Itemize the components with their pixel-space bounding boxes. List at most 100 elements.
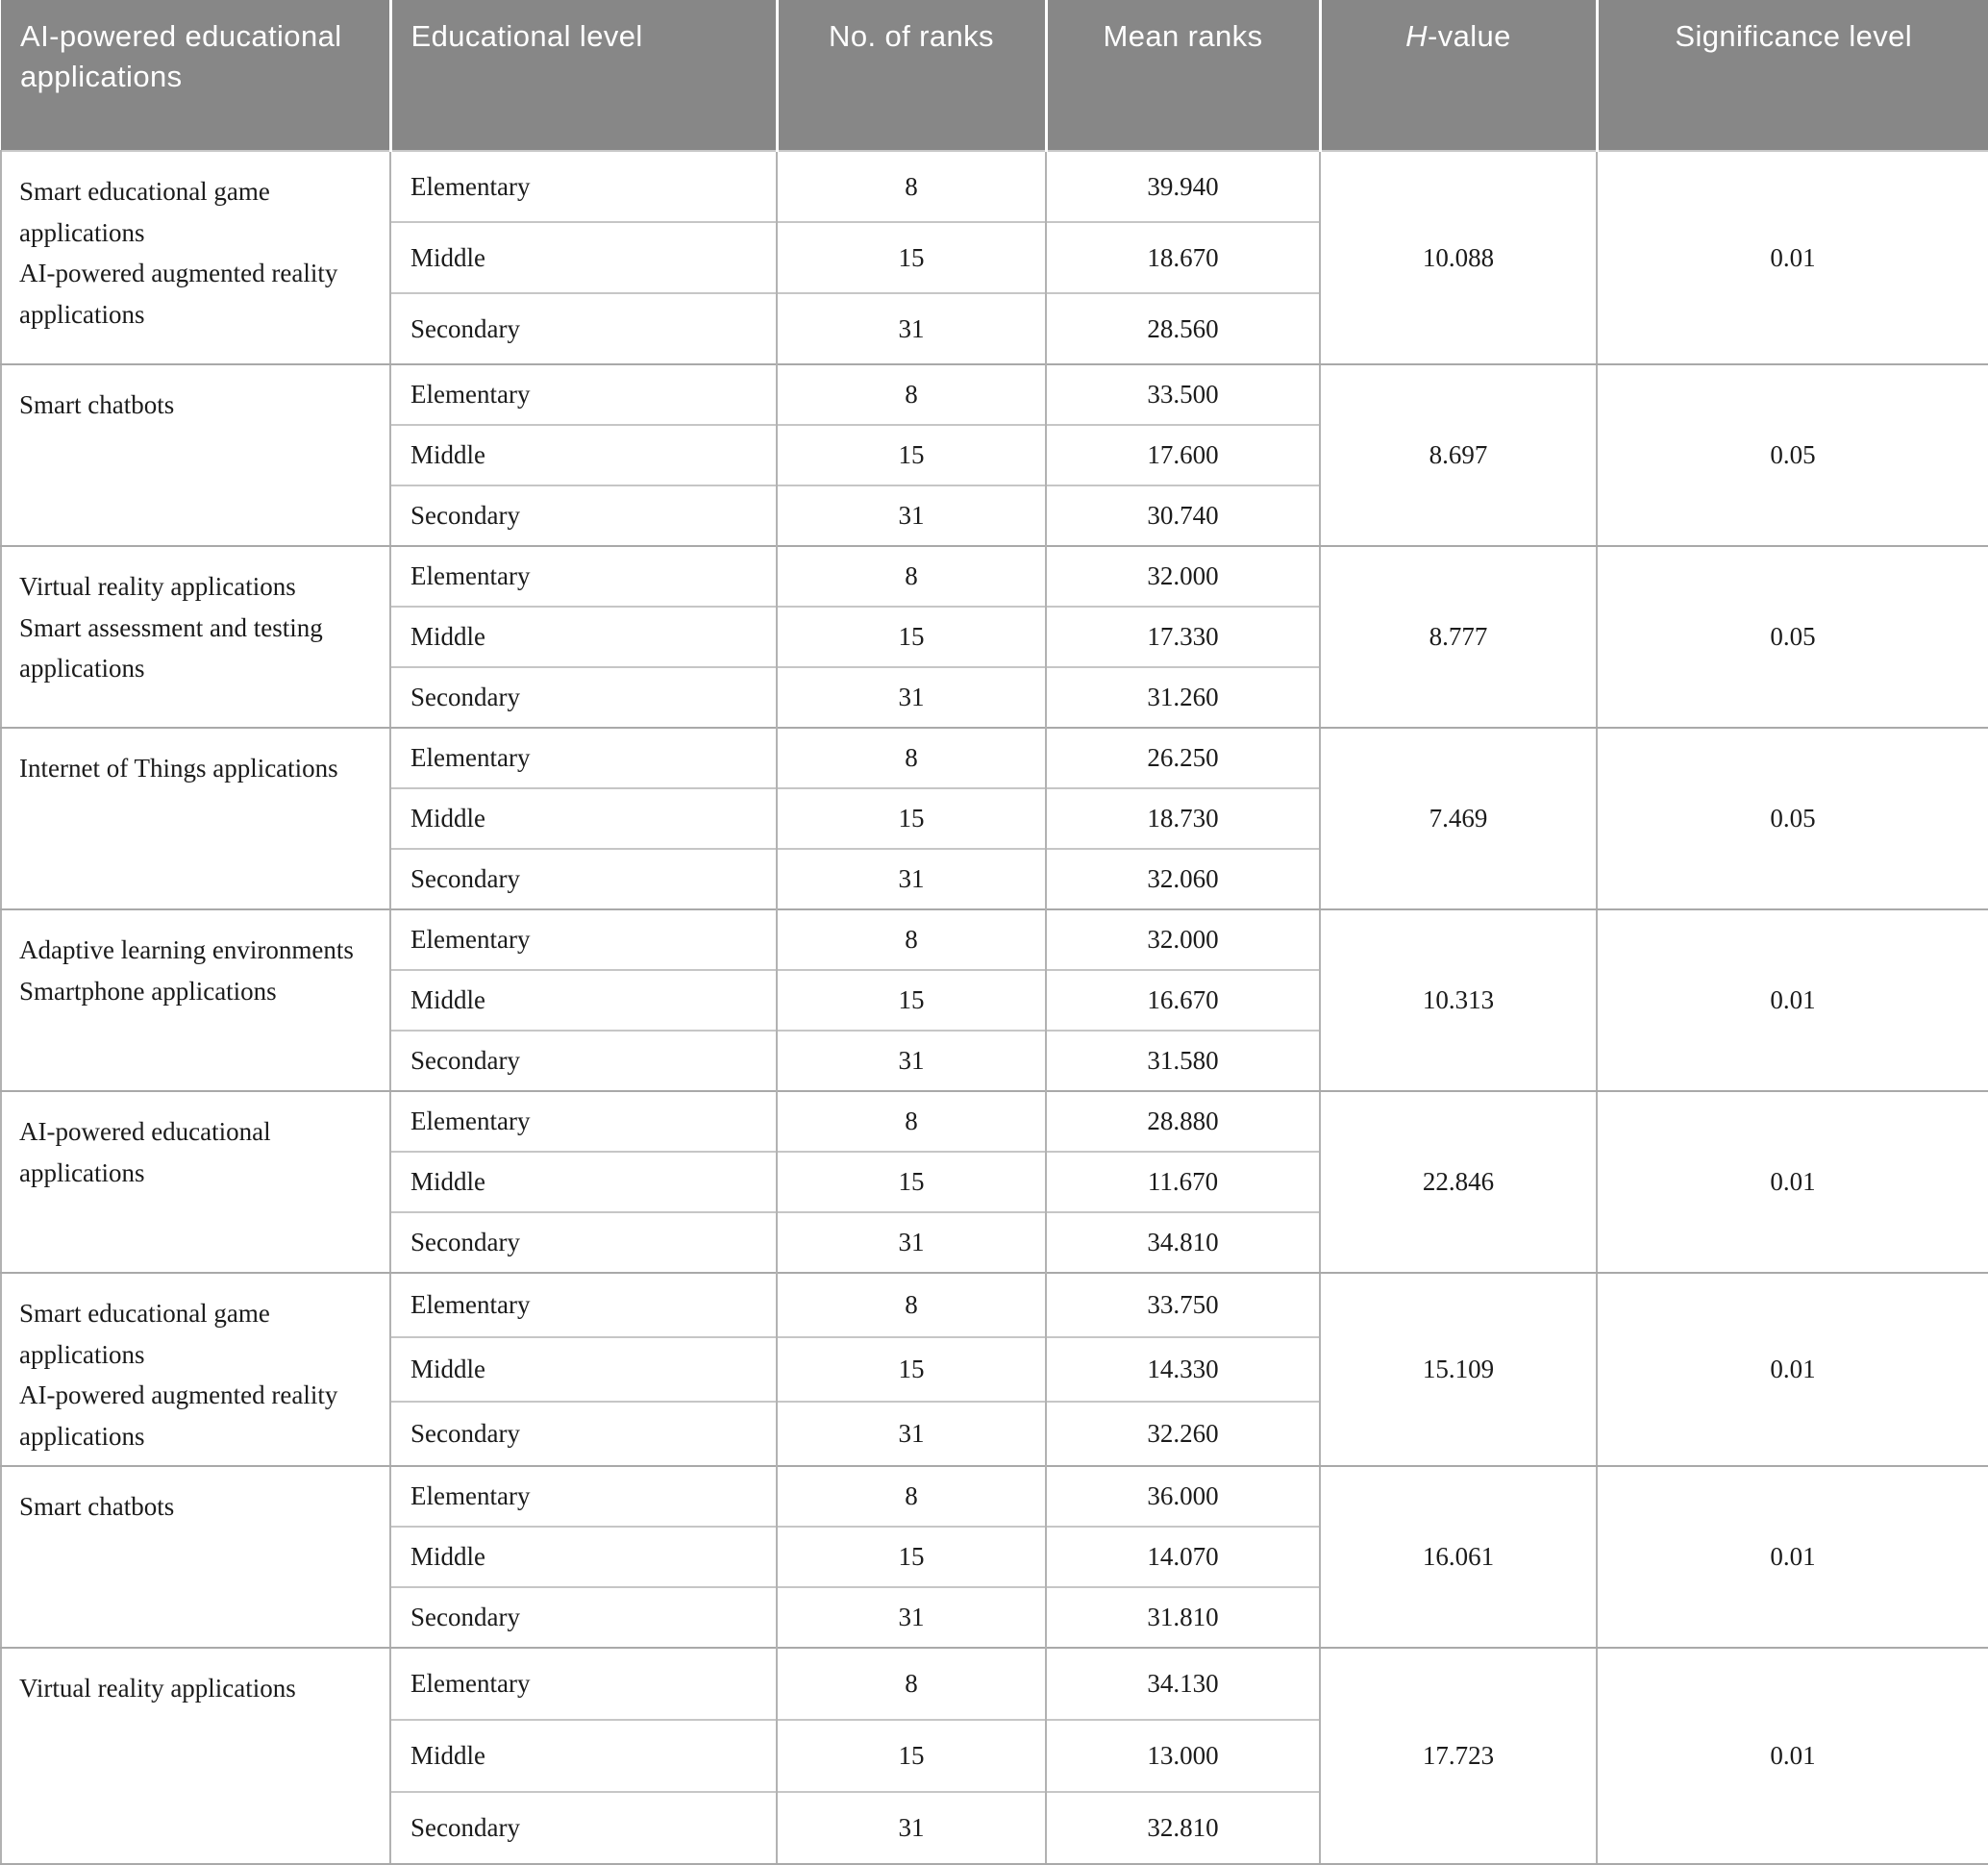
level-cell: Secondary — [389, 292, 777, 364]
table-row: Middle 15 18.670 — [1, 221, 1988, 293]
mean-cell: 30.740 — [1045, 485, 1320, 546]
level-cell: Middle — [389, 787, 777, 849]
app-item: AI-powered augmented reality application… — [19, 1380, 338, 1451]
group-4: Internet of Things applications Elementa… — [0, 727, 1988, 910]
table-row: Secondary 31 31.260 — [1, 666, 1988, 728]
mean-cell: 33.750 — [1045, 1272, 1320, 1337]
ranks-cell: 15 — [776, 969, 1046, 1031]
table-row: Smart educational game applications AI-p… — [0, 150, 1988, 365]
header-ranks-column: No. of ranks — [775, 0, 1046, 151]
mean-cell: 28.560 — [1045, 292, 1320, 364]
h-value-cell: 10.313 — [1319, 908, 1597, 1092]
h-italic: H — [1405, 19, 1428, 53]
level-cell: Secondary — [389, 485, 777, 546]
level-cell: Middle — [389, 1718, 777, 1792]
h-value-cell: 10.088 — [1319, 150, 1597, 365]
table-row: Virtual reality applications Smart asses… — [0, 545, 1988, 729]
mean-cell: 17.600 — [1045, 424, 1320, 485]
mean-cell: 31.580 — [1045, 1030, 1320, 1091]
app-item: Internet of Things applications — [19, 754, 338, 783]
mean-cell: 14.330 — [1045, 1335, 1320, 1402]
mean-cell: 14.070 — [1045, 1525, 1320, 1587]
app-item: Smart chatbots — [19, 390, 175, 419]
table-row: Secondary 31 28.560 — [1, 292, 1988, 364]
mean-cell: 31.810 — [1045, 1585, 1320, 1648]
mean-cell: 32.000 — [1045, 908, 1320, 970]
significance-cell: 0.01 — [1596, 150, 1988, 365]
level-cell: Elementary — [389, 545, 777, 607]
level-cell: Middle — [389, 1151, 777, 1212]
group-8: Smart chatbots Elementary 8 36.000 16.06… — [0, 1464, 1988, 1649]
header-app-column: AI-powered educational applications — [1, 0, 390, 151]
ranks-cell: 31 — [776, 485, 1046, 546]
table-row: Virtual reality applications Elementary … — [0, 1646, 1988, 1865]
level-cell: Secondary — [389, 666, 777, 728]
mean-cell: 16.670 — [1045, 969, 1320, 1031]
table-row: Smart chatbots Elementary 8 33.500 8.697… — [0, 363, 1988, 547]
table-row: Middle 15 18.730 — [1, 787, 1988, 849]
ranks-cell: 8 — [776, 1090, 1046, 1152]
app-item: Virtual reality applications — [19, 1673, 296, 1703]
app-item: Smart chatbots — [19, 1491, 175, 1521]
ranks-cell: 31 — [776, 848, 1046, 909]
table-row: Secondary 31 34.810 — [1, 1211, 1988, 1273]
h-value-cell: 8.697 — [1319, 363, 1597, 547]
mean-cell: 11.670 — [1045, 1151, 1320, 1212]
level-cell: Middle — [389, 424, 777, 485]
table-row: Secondary 31 31.580 — [1, 1030, 1988, 1091]
ranks-cell: 15 — [776, 606, 1046, 667]
level-cell: Elementary — [389, 1090, 777, 1152]
ranks-cell: 31 — [776, 1030, 1046, 1091]
level-cell: Middle — [389, 1335, 777, 1402]
table-row: Middle 15 17.330 — [1, 606, 1988, 667]
level-cell: Secondary — [389, 1400, 777, 1466]
app-cell: Smart chatbots — [0, 363, 390, 547]
ranks-cell: 15 — [776, 424, 1046, 485]
level-cell: Middle — [389, 606, 777, 667]
app-item: AI-powered educational applications — [19, 1117, 271, 1187]
group-1: Smart educational game applications AI-p… — [0, 150, 1988, 365]
mean-cell: 31.260 — [1045, 666, 1320, 728]
h-value-cell: 8.777 — [1319, 545, 1597, 729]
ranks-cell: 8 — [776, 1464, 1046, 1527]
mean-cell: 32.810 — [1045, 1790, 1320, 1865]
level-cell: Elementary — [389, 1464, 777, 1527]
significance-cell: 0.05 — [1596, 727, 1988, 910]
header-row: AI-powered educational applications Educ… — [1, 0, 1988, 151]
ranks-cell: 15 — [776, 1151, 1046, 1212]
ranks-cell: 8 — [776, 727, 1046, 788]
app-item: Smart educational game applications — [19, 1299, 270, 1369]
app-item: AI-powered augmented reality application… — [19, 259, 338, 329]
table-row: Secondary 31 30.740 — [1, 485, 1988, 546]
ranks-cell: 15 — [776, 787, 1046, 849]
table-row: Adaptive learning environments Smartphon… — [0, 908, 1988, 1092]
table-header: AI-powered educational applications Educ… — [1, 0, 1988, 151]
table-row: Middle 15 17.600 — [1, 424, 1988, 485]
app-cell: Adaptive learning environments Smartphon… — [0, 908, 390, 1092]
table-row: Smart educational game applications AI-p… — [0, 1272, 1988, 1467]
ranks-cell: 8 — [776, 1646, 1046, 1720]
level-cell: Middle — [389, 969, 777, 1031]
ranks-cell: 8 — [776, 908, 1046, 970]
header-significance-column: Significance level — [1595, 0, 1988, 151]
mean-cell: 18.730 — [1045, 787, 1320, 849]
mean-cell: 33.500 — [1045, 363, 1320, 425]
ranks-cell: 31 — [776, 666, 1046, 728]
h-value-cell: 7.469 — [1319, 727, 1597, 910]
table-row: Secondary 31 32.060 — [1, 848, 1988, 909]
level-cell: Secondary — [389, 1585, 777, 1648]
app-item: Smartphone applications — [19, 976, 277, 1006]
group-6: AI-powered educational applications Elem… — [0, 1090, 1988, 1274]
h-value-cell: 22.846 — [1319, 1090, 1597, 1274]
level-cell: Secondary — [389, 1030, 777, 1091]
ranks-cell: 15 — [776, 1525, 1046, 1587]
app-item: Smart assessment and testing application… — [19, 612, 323, 684]
group-3: Virtual reality applications Smart asses… — [0, 545, 1988, 729]
table-row: AI-powered educational applications Elem… — [0, 1090, 1988, 1274]
table-row: Middle 15 14.330 — [1, 1335, 1988, 1402]
table-row: Middle 15 14.070 — [1, 1525, 1988, 1587]
mean-cell: 36.000 — [1045, 1464, 1320, 1527]
ranks-cell: 31 — [776, 1400, 1046, 1466]
level-cell: Elementary — [389, 1646, 777, 1720]
